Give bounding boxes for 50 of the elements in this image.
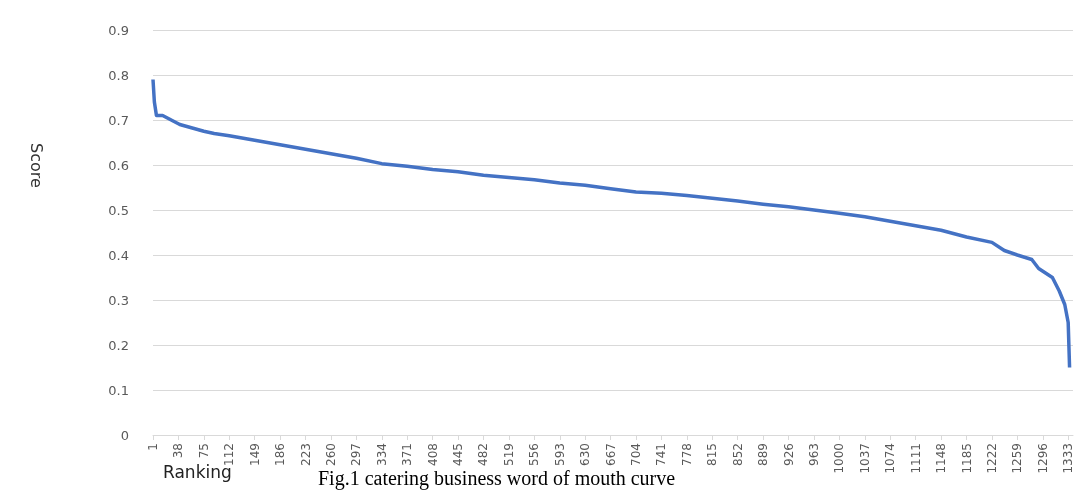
- x-tick-label: 334: [374, 443, 389, 466]
- x-tick-label: 223: [298, 443, 313, 466]
- x-tick-label: 1037: [857, 443, 872, 474]
- x-tick-label: 297: [349, 443, 364, 466]
- x-tick-label: 260: [323, 443, 338, 466]
- y-tick-label: 0.5: [108, 202, 129, 218]
- x-tick-label: 778: [679, 443, 694, 466]
- x-tick-label: 1: [146, 443, 160, 451]
- x-tick-label: 963: [806, 443, 821, 466]
- y-tick-label: 0.4: [108, 247, 129, 263]
- x-tick-label: 1259: [1010, 443, 1025, 474]
- x-tick-label: 482: [476, 443, 491, 466]
- x-tick-label: 1185: [959, 443, 974, 474]
- x-tick-label: 852: [730, 443, 745, 466]
- text: Fig.1 catering business word of mouth curve: [318, 467, 676, 490]
- x-tick-label: 1148: [934, 443, 949, 474]
- y-axis-title: Score: [26, 143, 46, 188]
- x-tick-label: 667: [603, 443, 618, 466]
- x-tick-label: 371: [400, 443, 415, 466]
- y-tick-label: 0.3: [108, 292, 129, 308]
- x-tick-label: 593: [552, 443, 567, 466]
- x-tick-label: 889: [756, 443, 771, 466]
- x-tick-label: 38: [171, 443, 186, 459]
- x-tick-label: 926: [781, 443, 796, 466]
- x-tick-label: 815: [705, 443, 720, 466]
- y-tick-label: 0: [120, 427, 129, 443]
- x-tick-label: 519: [501, 443, 516, 466]
- y-tick-label: 0.1: [108, 382, 129, 398]
- x-tick-label: 1296: [1035, 443, 1050, 474]
- x-tick-label: 1333: [1061, 443, 1076, 474]
- x-tick-label: 149: [247, 443, 262, 466]
- x-tick-label: 445: [451, 443, 466, 466]
- y-tick-label: 0.8: [108, 67, 129, 83]
- x-tick-label: 556: [527, 443, 542, 466]
- x-tick-label: 741: [654, 443, 669, 466]
- x-tick-label: 1111: [908, 443, 923, 474]
- x-tick-label: 75: [196, 443, 211, 459]
- y-tick-label: 0.6: [108, 157, 129, 173]
- x-tick-label: 186: [273, 443, 288, 466]
- y-tick-label: 0.2: [108, 337, 129, 353]
- y-tick-label: 0.7: [108, 112, 129, 128]
- x-tick-label: 408: [425, 443, 440, 466]
- x-tick-label: 1222: [984, 443, 999, 474]
- line-series: [151, 77, 1072, 370]
- x-tick-label: 1074: [883, 443, 898, 474]
- x-tick-label: 630: [578, 443, 593, 466]
- x-tick-label: 112: [222, 443, 237, 466]
- x-tick-label: 1000: [832, 443, 847, 474]
- x-tick-label: 704: [629, 443, 644, 466]
- y-tick-label: 0.9: [108, 22, 129, 38]
